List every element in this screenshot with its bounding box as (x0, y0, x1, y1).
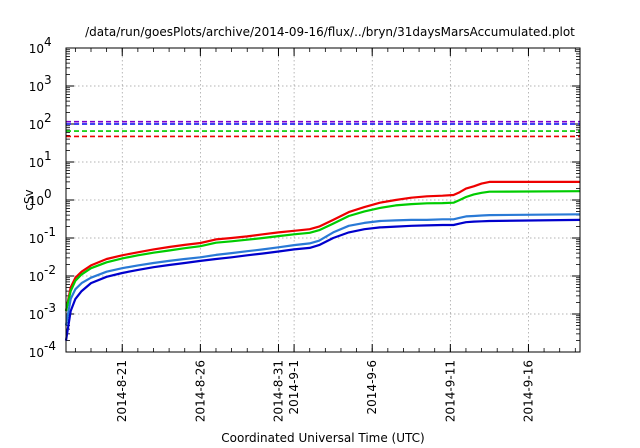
y-tick-label-exponent: -2 (44, 263, 56, 277)
series-lines (64, 180, 581, 341)
series-line (64, 180, 580, 312)
x-tick-label: 2014-8-21 (115, 360, 129, 422)
x-tick-label: 2014-9-11 (443, 360, 457, 422)
grid (66, 48, 580, 352)
y-tick-label: 10 (29, 308, 44, 322)
series-line (64, 190, 581, 312)
y-tick-label-exponent: 3 (44, 73, 52, 87)
x-axis-label: Coordinated Universal Time (UTC) (221, 431, 424, 445)
x-tick-label: 2014-9-1 (287, 360, 301, 414)
x-tick-label: 2014-8-26 (193, 360, 207, 422)
y-tick-label: 10 (29, 42, 44, 56)
threshold-lines (66, 120, 580, 138)
y-tick-label: 10 (29, 156, 44, 170)
y-tick-label-exponent: 4 (44, 35, 52, 49)
x-tick-label: 2014-9-16 (521, 360, 535, 422)
y-tick-label-exponent: -3 (44, 301, 56, 315)
y-tick-label-exponent: 1 (44, 149, 52, 163)
y-tick-label-exponent: -4 (44, 339, 56, 353)
series-line (64, 218, 581, 341)
y-tick-label-exponent: -1 (44, 225, 56, 239)
x-tick-label: 2014-8-31 (271, 360, 285, 422)
y-tick-label: 10 (29, 118, 44, 132)
y-tick-label: 10 (29, 80, 44, 94)
y-axis-label: cSv (22, 189, 36, 210)
y-tick-label: 10 (29, 270, 44, 284)
y-tick-label: 10 (29, 346, 44, 360)
chart-title: /data/run/goesPlots/archive/2014-09-16/f… (85, 25, 575, 39)
series-line (64, 213, 581, 326)
y-tick-label: 10 (29, 194, 44, 208)
y-tick-label-exponent: 0 (44, 187, 52, 201)
plot-frame (65, 47, 581, 353)
x-tick-label: 2014-9-6 (365, 360, 379, 414)
y-tick-label-exponent: 2 (44, 111, 52, 125)
y-tick-label: 10 (29, 232, 44, 246)
